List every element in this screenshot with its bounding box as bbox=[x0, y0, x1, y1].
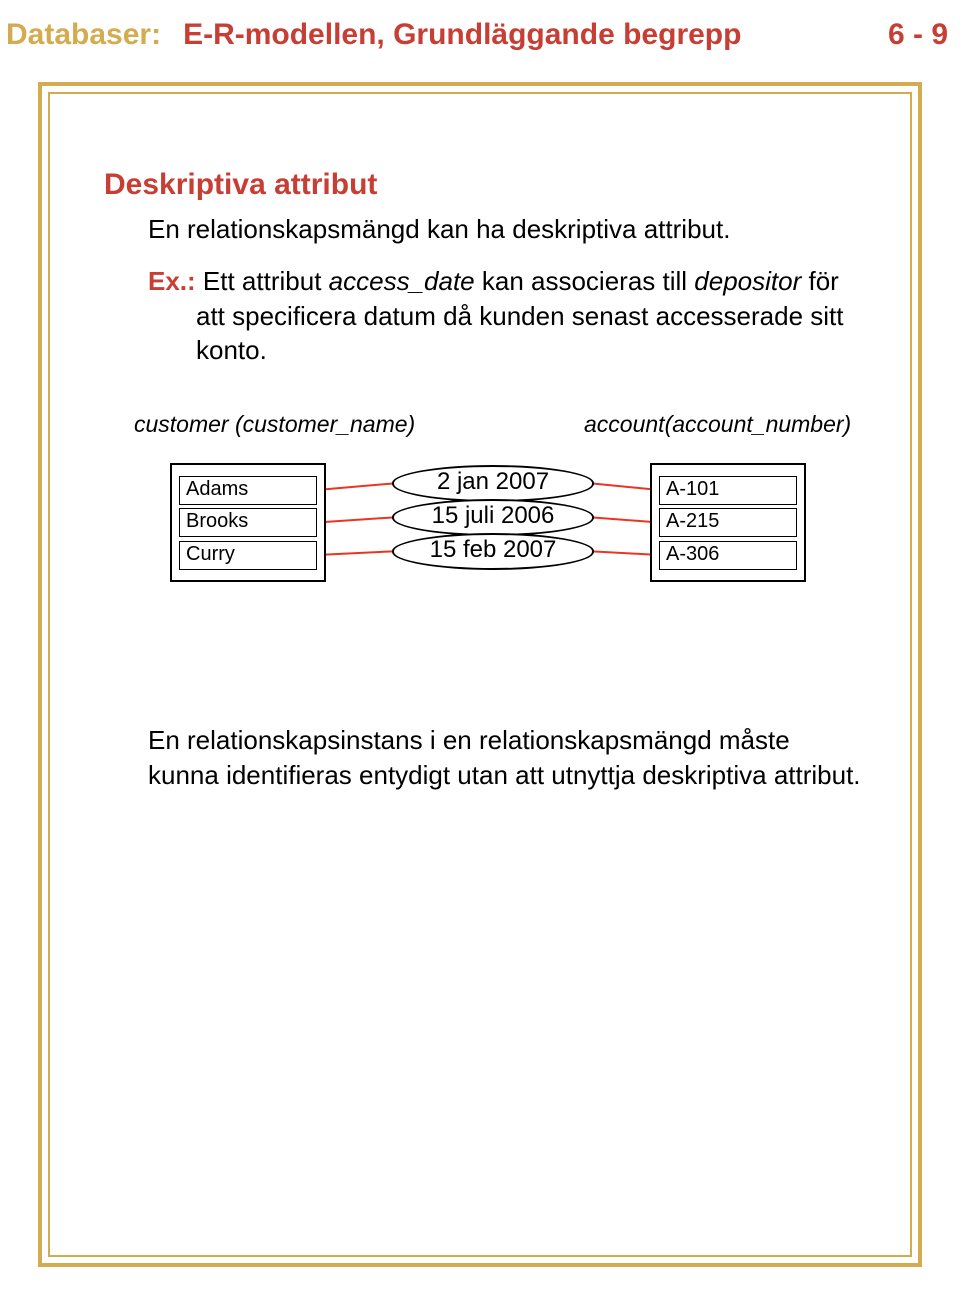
header-category: Databaser: bbox=[6, 18, 161, 52]
customer-item: Curry bbox=[179, 541, 317, 570]
account-item: A-101 bbox=[659, 476, 797, 505]
relation-oval: 15 feb 2007 bbox=[392, 533, 594, 569]
account-entity-set: A-101 A-215 A-306 bbox=[650, 463, 806, 582]
section-title: Deskriptiva attribut bbox=[104, 168, 862, 202]
customer-entity-set: Adams Brooks Curry bbox=[170, 463, 326, 582]
page-header: Databaser: E-R-modellen, Grundläggande b… bbox=[0, 18, 960, 52]
intro-text: En relationskapsmängd kan ha deskriptiva… bbox=[148, 212, 862, 246]
account-item: A-306 bbox=[659, 541, 797, 570]
account-label-prefix: account bbox=[584, 411, 665, 437]
account-set-label: account(account_number) bbox=[584, 411, 851, 438]
example-text: Ex.: Ett attribut access_date kan associ… bbox=[196, 264, 862, 367]
header-title: E-R-modellen, Grundläggande begrepp bbox=[183, 18, 741, 52]
customer-label-paren: (customer_name) bbox=[229, 411, 416, 437]
account-label-paren: (account_number) bbox=[665, 411, 852, 437]
example-label: Ex.: bbox=[148, 266, 196, 296]
content-area: Deskriptiva attribut En relationskapsmän… bbox=[104, 168, 862, 792]
relation-oval: 2 jan 2007 bbox=[392, 465, 594, 501]
page: Databaser: E-R-modellen, Grundläggande b… bbox=[0, 0, 960, 1296]
example-text-2: kan associeras till bbox=[475, 266, 695, 296]
example-italic-1: access_date bbox=[329, 266, 475, 296]
example-text-1: Ett attribut bbox=[203, 266, 329, 296]
customer-item: Brooks bbox=[179, 508, 317, 537]
customer-item: Adams bbox=[179, 476, 317, 505]
customer-set-label: customer (customer_name) bbox=[134, 411, 415, 438]
account-item: A-215 bbox=[659, 508, 797, 537]
er-diagram: customer (customer_name) account(account… bbox=[104, 403, 884, 683]
header-page-number: 6 - 9 bbox=[888, 18, 948, 52]
customer-label-prefix: customer bbox=[134, 411, 229, 437]
footer-note: En relationskapsinstans i en relationska… bbox=[148, 723, 862, 792]
relation-oval: 15 juli 2006 bbox=[392, 499, 594, 535]
example-italic-2: depositor bbox=[694, 266, 801, 296]
content-outer-frame: Deskriptiva attribut En relationskapsmän… bbox=[38, 82, 922, 1267]
content-inner-frame: Deskriptiva attribut En relationskapsmän… bbox=[48, 92, 912, 1257]
